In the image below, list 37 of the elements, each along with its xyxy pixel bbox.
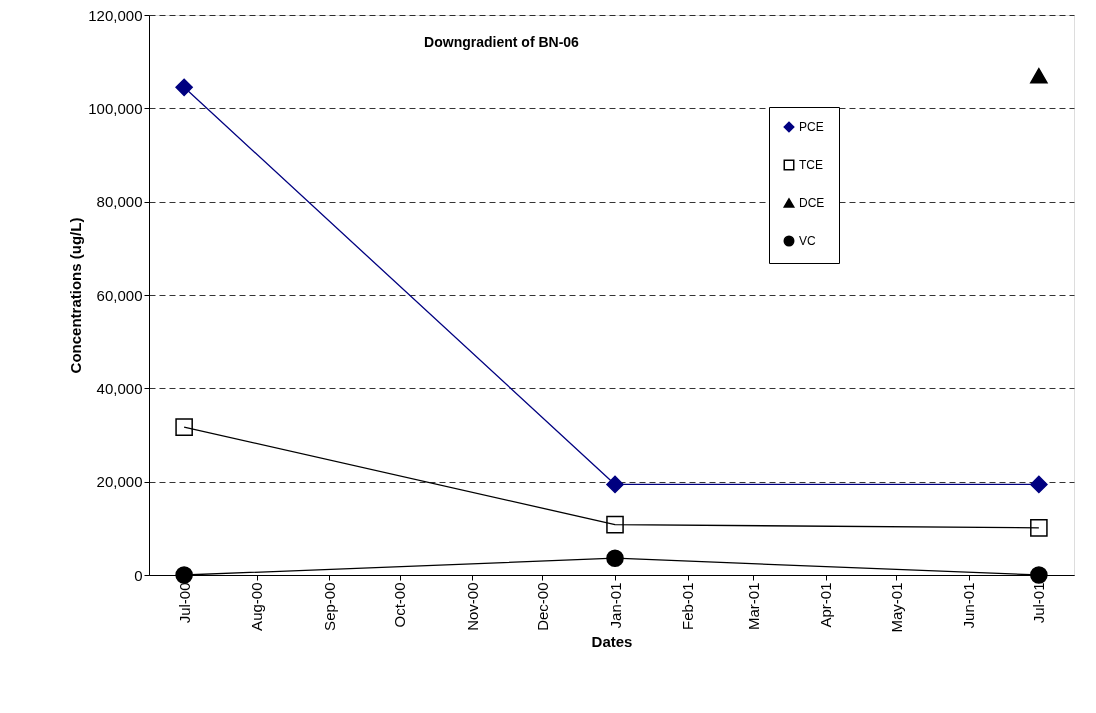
x-tick-label: Nov-00 — [463, 582, 481, 631]
y-tick-label: 40,000 — [96, 379, 143, 397]
legend-label: VC — [799, 234, 816, 248]
y-tick-label: 120,000 — [88, 6, 143, 24]
x-tick-label: Feb-01 — [679, 582, 697, 631]
legend-label: TCE — [799, 158, 823, 172]
point — [606, 549, 624, 567]
x-tick-label: Jan-01 — [606, 582, 624, 629]
point — [1030, 67, 1048, 84]
legend-label: DCE — [799, 196, 825, 210]
point — [175, 566, 193, 584]
legend-label: PCE — [799, 120, 824, 134]
text: Downgradient of BN-06 — [424, 34, 580, 50]
point — [1030, 566, 1048, 584]
x-axis-title: Dates — [591, 632, 633, 650]
y-tick-label: 20,000 — [96, 473, 143, 491]
x-tick-label: May-01 — [887, 582, 905, 633]
x-tick-label: Apr-01 — [817, 582, 835, 628]
point — [1030, 475, 1048, 494]
x-tick-label: Jun-01 — [960, 582, 978, 629]
x-tick-label: Jul-00 — [175, 582, 193, 624]
y-tick-label: 60,000 — [96, 286, 143, 304]
x-tick-label: Jul-01 — [1030, 582, 1048, 624]
y-tick-label: 80,000 — [96, 193, 143, 211]
x-tick-label: Mar-01 — [744, 582, 762, 631]
y-axis-title: Concentrations (ug/L) — [67, 217, 85, 374]
x-tick-label: Sep-00 — [320, 582, 338, 631]
y-tick-label: 100,000 — [88, 99, 143, 117]
x-tick-label: Oct-00 — [391, 582, 409, 628]
x-tick-label: Dec-00 — [533, 582, 551, 631]
point — [1030, 519, 1048, 537]
point — [606, 515, 624, 534]
point — [175, 78, 193, 97]
point — [606, 475, 624, 494]
y-tick-label: 0 — [134, 566, 143, 584]
point — [175, 418, 193, 436]
x-tick-label: Aug-00 — [248, 582, 266, 631]
